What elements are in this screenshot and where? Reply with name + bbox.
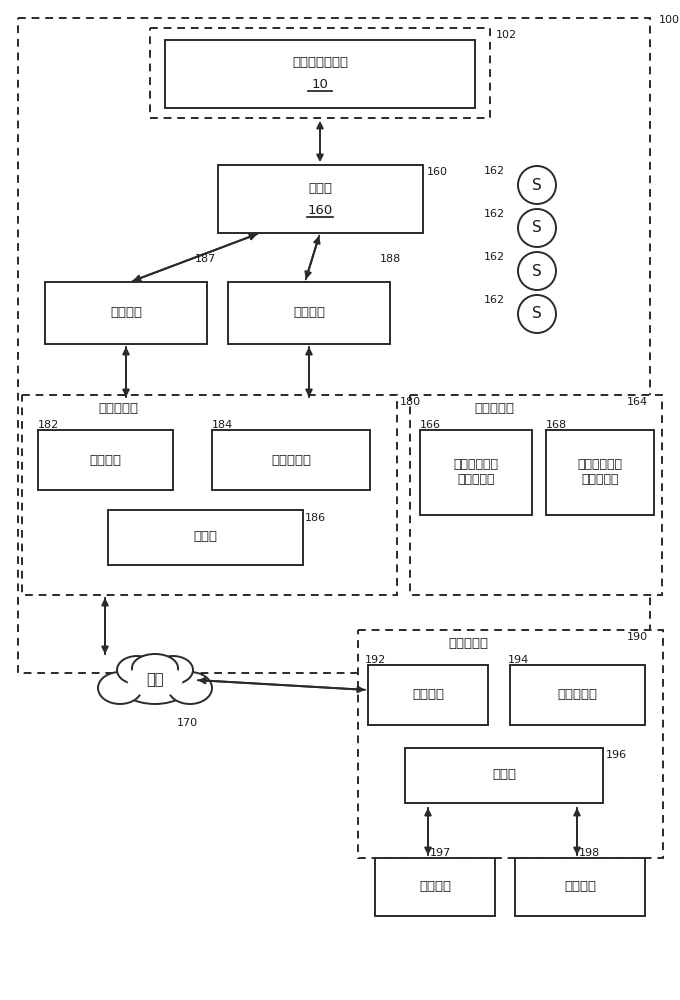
Text: 160: 160 (427, 167, 448, 177)
Text: 188: 188 (380, 254, 401, 264)
Text: 187: 187 (195, 254, 216, 264)
FancyBboxPatch shape (22, 395, 397, 595)
Ellipse shape (98, 672, 142, 704)
Circle shape (518, 295, 556, 333)
FancyBboxPatch shape (18, 18, 650, 673)
Text: S: S (532, 263, 542, 278)
Ellipse shape (117, 656, 157, 684)
Text: 170: 170 (177, 718, 198, 728)
Ellipse shape (153, 656, 193, 684)
Text: 发动机测试单
元操作数据: 发动机测试单 元操作数据 (454, 458, 498, 486)
Text: 182: 182 (38, 420, 59, 430)
FancyBboxPatch shape (45, 282, 207, 344)
Text: 处理器: 处理器 (492, 768, 516, 782)
Text: 通信接口: 通信接口 (412, 688, 444, 702)
Text: S: S (532, 221, 542, 235)
FancyBboxPatch shape (150, 28, 490, 118)
Text: 通信接口: 通信接口 (89, 454, 121, 466)
Text: 197: 197 (430, 848, 452, 858)
Text: 存储器设备: 存储器设备 (557, 688, 597, 702)
Text: 输出设备: 输出设备 (564, 880, 596, 894)
Text: 远程计算机: 远程计算机 (448, 637, 488, 650)
Text: 162: 162 (484, 295, 505, 305)
FancyBboxPatch shape (38, 430, 173, 490)
Text: 190: 190 (627, 632, 648, 642)
Text: 燃气涡轮发动机: 燃气涡轮发动机 (292, 55, 348, 68)
Text: 处理器: 处理器 (193, 530, 217, 544)
FancyBboxPatch shape (358, 630, 663, 858)
Text: 输出设备: 输出设备 (293, 306, 325, 320)
FancyBboxPatch shape (410, 395, 662, 595)
FancyBboxPatch shape (165, 40, 475, 108)
Text: 发动机测试单
元分析应用: 发动机测试单 元分析应用 (577, 458, 622, 486)
Circle shape (518, 252, 556, 290)
Text: 102: 102 (496, 30, 517, 40)
Text: 10: 10 (311, 78, 328, 91)
Text: 输入设备: 输入设备 (110, 306, 142, 320)
Text: S: S (532, 178, 542, 192)
Text: 输入设备: 输入设备 (419, 880, 451, 894)
Text: 162: 162 (484, 209, 505, 219)
FancyBboxPatch shape (546, 430, 654, 515)
Text: S: S (532, 306, 542, 322)
Text: 180: 180 (400, 397, 421, 407)
FancyBboxPatch shape (405, 748, 603, 803)
FancyBboxPatch shape (212, 430, 370, 490)
FancyBboxPatch shape (510, 665, 645, 725)
Text: 194: 194 (508, 655, 529, 665)
FancyBboxPatch shape (218, 165, 423, 233)
Text: 198: 198 (579, 848, 600, 858)
Text: 166: 166 (420, 420, 441, 430)
Ellipse shape (128, 662, 182, 698)
Text: 184: 184 (212, 420, 233, 430)
Text: 162: 162 (484, 166, 505, 176)
FancyBboxPatch shape (368, 665, 488, 725)
Circle shape (518, 166, 556, 204)
FancyBboxPatch shape (228, 282, 390, 344)
Text: 本地服务器: 本地服务器 (474, 402, 514, 415)
Text: 168: 168 (546, 420, 567, 430)
Ellipse shape (168, 672, 212, 704)
Text: 本地计算机: 本地计算机 (98, 402, 138, 415)
Text: 网络: 网络 (146, 672, 164, 688)
Text: 160: 160 (307, 204, 333, 217)
Text: 186: 186 (305, 513, 326, 523)
Text: 162: 162 (484, 252, 505, 262)
Circle shape (518, 209, 556, 247)
Text: 192: 192 (365, 655, 386, 665)
Text: 196: 196 (606, 750, 627, 760)
Text: 控制器: 控制器 (308, 182, 332, 194)
Text: 存储器设备: 存储器设备 (271, 454, 311, 466)
Text: 164: 164 (627, 397, 648, 407)
FancyBboxPatch shape (108, 510, 303, 565)
FancyBboxPatch shape (375, 858, 495, 916)
Ellipse shape (132, 654, 178, 682)
Text: 100: 100 (659, 15, 680, 25)
FancyBboxPatch shape (420, 430, 532, 515)
FancyBboxPatch shape (515, 858, 645, 916)
Ellipse shape (116, 656, 194, 704)
